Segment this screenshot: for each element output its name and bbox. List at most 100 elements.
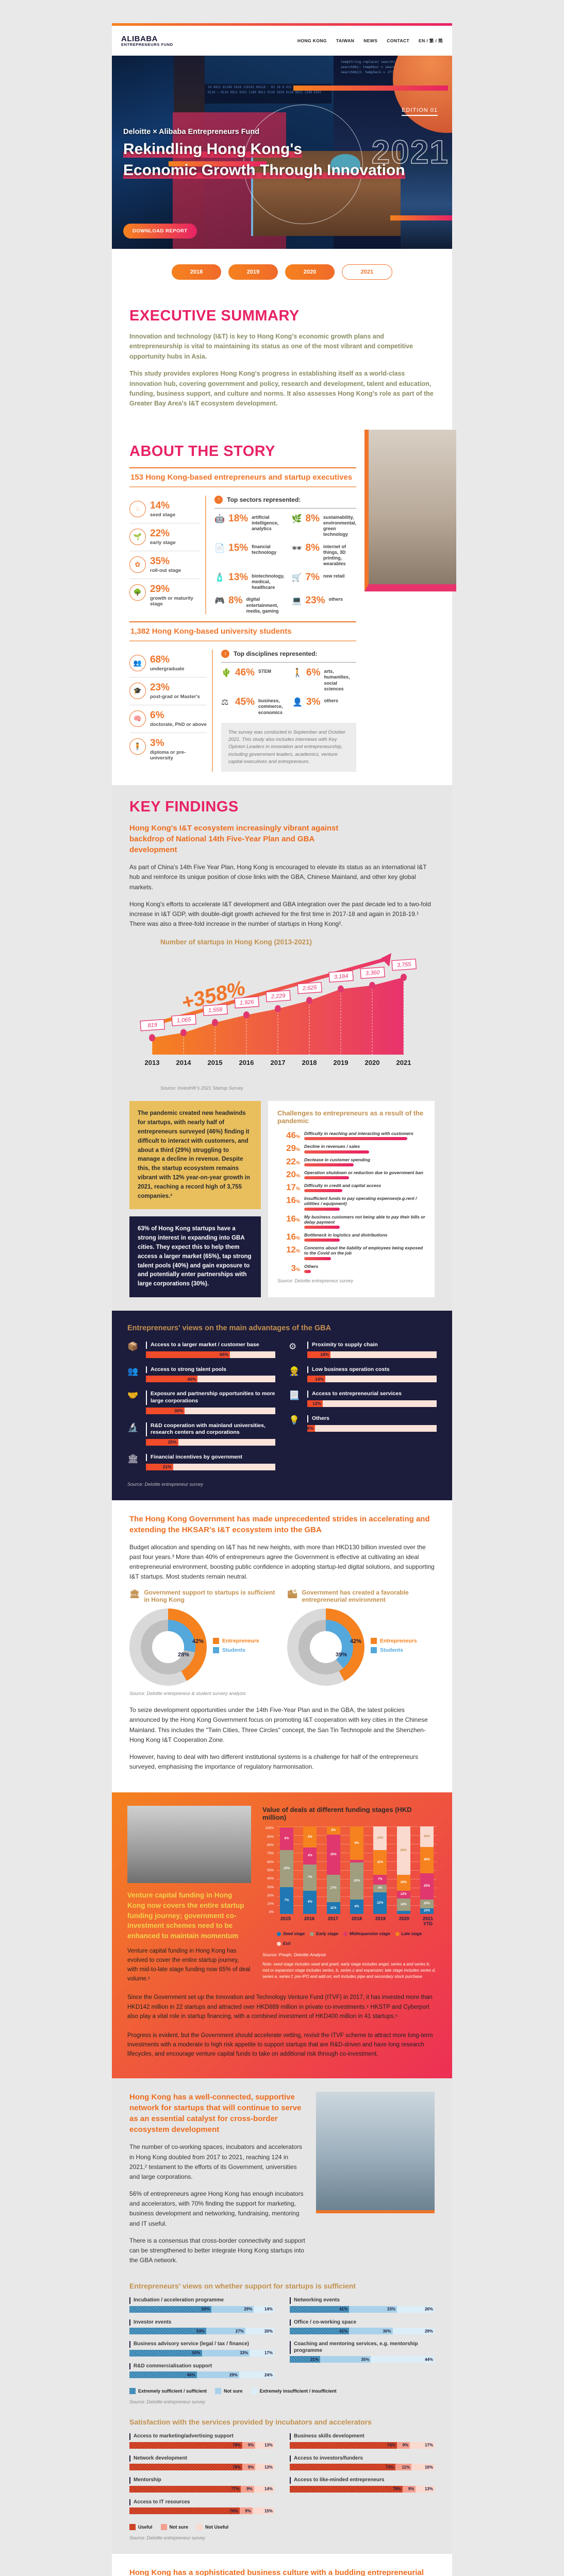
stat-item: 🧍 3% diploma or pre-university <box>129 733 207 766</box>
challenge-row: 46% Difficulty in reaching and interactin… <box>277 1131 425 1141</box>
y-tick: 70% <box>267 1852 274 1856</box>
advantage-icon: ⚙ <box>289 1342 297 1352</box>
bar-segment: 78% <box>129 2442 243 2449</box>
sector-icon: 👤 <box>292 698 303 707</box>
segmented-bar-body: Access to IT resources 76% 9% 15% <box>129 2499 274 2515</box>
stacked-segment: 14% <box>396 1898 410 1911</box>
challenge-bar <box>304 1257 331 1260</box>
network-photo <box>316 2092 435 2214</box>
donut-title: 🏛 Government support to startups is suffi… <box>129 1589 277 1603</box>
bar-segment: 76% <box>129 2507 240 2515</box>
bar-segment: 13% <box>255 2442 274 2449</box>
segmented-bar-track: 53% 27% 20% <box>129 2328 274 2335</box>
segment-pct: 41% <box>339 2307 348 2312</box>
y-tick: 20% <box>267 1893 274 1897</box>
segmented-bar-label: Mentorship <box>129 2477 274 2484</box>
segment-label: 4% <box>354 1905 359 1908</box>
segment-label: 8% <box>331 1829 336 1833</box>
sector-pct: 15% <box>228 542 248 553</box>
stacked-segment: 4% <box>350 1899 363 1914</box>
segmented-bar-body: Office / co-working space 41% 30% 29% <box>290 2319 435 2335</box>
stacked-segment: 6% <box>303 1826 317 1848</box>
stacked-column: 11% 27% 39% 8% <box>326 1826 340 1914</box>
bar-segment: 24% <box>239 2371 274 2379</box>
bar-segment: 44% <box>371 2356 435 2363</box>
legend-swatch <box>215 2388 222 2395</box>
segment-label: 6% <box>284 1837 289 1841</box>
legend-swatch <box>196 2524 203 2531</box>
segment-pct: 78% <box>393 2486 402 2492</box>
legend-text: Not sure <box>224 2388 243 2394</box>
legend-item: Exit <box>277 1941 291 1946</box>
nav-item-hong-kong[interactable]: HONG KONG <box>297 38 327 43</box>
advantage-body: Others 6% <box>307 1415 437 1432</box>
segmented-bar-row: R&D commercialisation support 46% 29% 24% <box>129 2363 274 2379</box>
challenge-row: 29% Decline in revenues / sales <box>277 1144 425 1154</box>
legend-item: Early stage <box>310 1931 338 1936</box>
y-tick: 30% <box>267 1885 274 1889</box>
bar-segment: 9% <box>396 2442 410 2449</box>
year-pill-2018[interactable]: 2018 <box>172 264 221 280</box>
legend-swatch <box>213 1647 219 1654</box>
sector-stats: 🤖 18% artificial intelligence, analytics 🌿 8… <box>214 514 356 615</box>
nav-item-taiwan[interactable]: TAIWAN <box>336 38 355 43</box>
download-report-button[interactable]: DOWNLOAD REPORT <box>123 224 197 239</box>
bar-segment: 33% <box>202 2349 250 2357</box>
stacked-segment: 8% <box>326 1826 340 1835</box>
stat-item: ◌ 14% seed stage <box>129 496 201 523</box>
stacked-column: 7% 10% 6% <box>280 1826 293 1914</box>
year-pill-2019[interactable]: 2019 <box>228 264 278 280</box>
donut-wrap: 42% 28% Entrepreneurs Students <box>129 1608 277 1686</box>
nav-item-contact[interactable]: CONTACT <box>387 38 410 43</box>
challenge-pct: 17% <box>286 1182 300 1192</box>
stacked-segment: 25% <box>420 1873 434 1900</box>
legend-text: Seed stage <box>283 1931 305 1937</box>
challenge-bar <box>304 1163 354 1166</box>
donut-cell: 🏙 Government has created a favorable entr… <box>287 1589 435 1686</box>
x-label: 2021 YTD <box>422 1916 434 1927</box>
gba-advantages-left: 📦 Access to a larger market / customer ba… <box>127 1342 275 1478</box>
vc-p1: Venture capital funding in Hong Kong has… <box>127 1948 251 1982</box>
year-pill-2020[interactable]: 2020 <box>285 264 335 280</box>
legend-item: Not sure <box>215 2388 243 2395</box>
svg-text:3,360: 3,360 <box>366 970 380 977</box>
advantage-bar-fill: 21% <box>146 1463 173 1470</box>
support-views-right: Networking events 41% 33% 26% Office / co-wo… <box>290 2297 435 2385</box>
segmented-bar-body: Networking events 41% 33% 26% <box>290 2297 435 2313</box>
advantage-item: 🏛 Financial incentives by government 21% <box>127 1453 275 1470</box>
nav-item-news[interactable]: NEWS <box>363 38 378 43</box>
stat-label: post-grad or Master's <box>150 694 200 700</box>
svg-text:3,184: 3,184 <box>334 973 349 980</box>
advantage-pct: 25% <box>168 1439 177 1445</box>
advantage-pct: 18% <box>320 1352 329 1358</box>
stacked-column: 4% 10% 9% <box>350 1826 363 1914</box>
brand-logo[interactable]: ALIBABA ENTREPRENEURS FUND <box>121 35 173 47</box>
vc-p2: Since the Government set up the Innovati… <box>127 1994 433 2020</box>
y-tick: 50% <box>267 1868 274 1872</box>
segmented-bar-track: 41% 33% 26% <box>290 2306 435 2313</box>
segmented-bar-track: 74% 9% 17% <box>290 2442 435 2449</box>
segmented-bar-body: Network development 78% 9% 13% <box>129 2455 274 2471</box>
donut-student-pct: 28% <box>177 1652 189 1658</box>
stat-icon: 🌱 <box>129 528 146 545</box>
government-p3: However, having to deal with two differe… <box>129 1753 419 1771</box>
challenge-label: Others <box>304 1263 319 1269</box>
sectors-heading: ↑ Top sectors represented: <box>214 495 356 509</box>
segment-pct: 29% <box>229 2372 238 2378</box>
segment-label: 16% <box>400 1881 407 1885</box>
network-p3: There is a consensus that cross-border c… <box>129 2236 305 2264</box>
year-pill-2021[interactable]: 2021 <box>342 264 392 280</box>
nav-item-en-[interactable]: EN / 繁 / 简 <box>419 38 443 43</box>
x-label: 2018 <box>351 1916 362 1922</box>
segmented-bar-row: Business skills development 74% 9% 17% <box>290 2433 435 2449</box>
segment-pct: 13% <box>264 2443 273 2448</box>
advantage-icon: 👥 <box>127 1366 139 1376</box>
sector-item: 🧴 13% biotechnology, medical, healthcare <box>214 572 284 591</box>
advantage-item: 📃 Access to entrepreneurial services 12% <box>289 1391 437 1407</box>
vc-p3: Progress is evident, but the Government … <box>127 2032 433 2058</box>
government-heading: The Hong Kong Government has made unprec… <box>129 1514 430 1534</box>
bar-segment: 9% <box>403 2485 416 2493</box>
sector-pct: 8% <box>228 595 243 606</box>
hero-edition-label: EDITION 01 <box>402 107 438 116</box>
sectors-heading-label: Top sectors represented: <box>227 496 301 503</box>
